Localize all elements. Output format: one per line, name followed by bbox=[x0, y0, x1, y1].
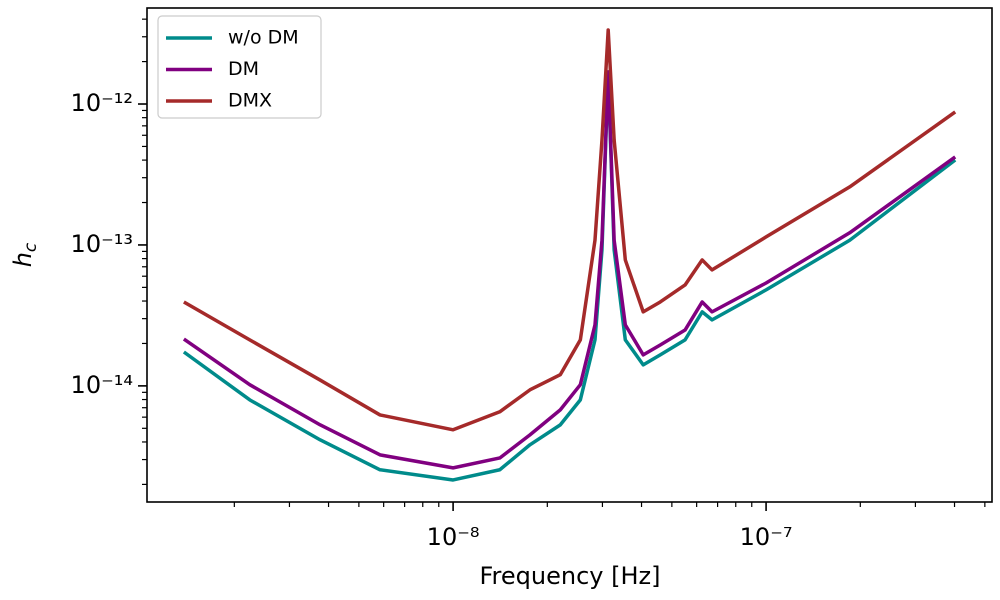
y-tick-label: 10⁻¹² bbox=[71, 89, 133, 117]
y-tick-label: 10⁻¹³ bbox=[71, 230, 133, 258]
legend: w/o DM DM DMX bbox=[157, 15, 322, 119]
legend-label: DMX bbox=[228, 90, 272, 112]
plot-frame bbox=[146, 7, 993, 503]
legend-label: DM bbox=[228, 58, 259, 80]
x-tick-label: 10⁻⁷ bbox=[740, 523, 793, 551]
x-axis-label: Frequency [Hz] bbox=[480, 562, 661, 590]
y-axis-label: hc bbox=[9, 242, 41, 267]
legend-label: w/o DM bbox=[228, 27, 299, 49]
x-tick-label: 10⁻⁸ bbox=[427, 523, 480, 551]
y-tick-label: 10⁻¹⁴ bbox=[71, 371, 133, 399]
series-line bbox=[183, 28, 957, 432]
series-line bbox=[182, 70, 957, 470]
legend-frame bbox=[157, 15, 322, 119]
series-line bbox=[182, 71, 957, 482]
